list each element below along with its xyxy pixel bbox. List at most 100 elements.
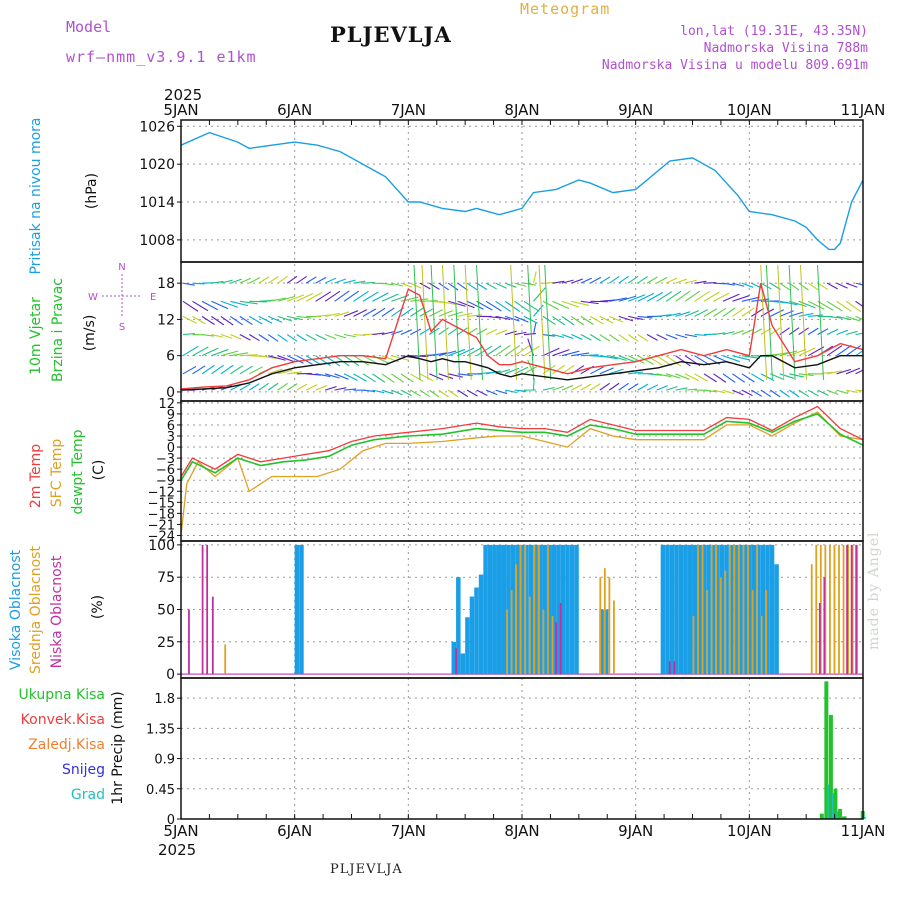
wind-arrow — [684, 388, 698, 391]
wind-arrow — [211, 300, 229, 310]
wind-arrow — [637, 315, 653, 319]
bottom-date-label: 7JAN — [391, 822, 426, 840]
dewpoint-line — [181, 412, 863, 481]
wind-arrow — [485, 389, 498, 396]
wind-arrow — [855, 369, 863, 375]
wind-arrow — [713, 389, 726, 394]
y-tick-label: 1008 — [139, 233, 175, 249]
y-tick-label: −21 — [148, 518, 175, 533]
high-cloud-bar — [674, 544, 679, 675]
wind-arrow — [267, 382, 279, 391]
wind-arrow — [400, 329, 413, 336]
wind-arrow — [457, 312, 473, 317]
wind-arrow — [590, 334, 601, 342]
high-cloud-bar — [501, 544, 507, 675]
wind-arrow — [343, 310, 359, 317]
wind-arrow — [353, 355, 370, 366]
wind-arrow — [826, 345, 843, 357]
wind-arrow — [419, 282, 431, 290]
wind-arrow — [400, 389, 412, 397]
wind-arrow — [249, 383, 260, 391]
wind-arrow — [675, 373, 690, 380]
wind-arrow — [798, 300, 816, 309]
wind-arrow — [381, 373, 395, 383]
model-version: wrf–nmm_v3.9.1 e1km — [66, 48, 257, 66]
wind-arrow — [230, 300, 248, 307]
wind-arrow — [239, 277, 251, 284]
y-tick-label: 6 — [167, 419, 175, 434]
high-cloud-bar — [747, 544, 752, 675]
y-tick-label: 9 — [167, 408, 175, 423]
wind-arrow — [590, 276, 602, 284]
wind-arrow — [296, 315, 312, 319]
compass-east: E — [150, 292, 156, 303]
wind-arrow — [703, 373, 717, 383]
wind-arrow — [779, 389, 790, 398]
wind-arrow — [571, 315, 585, 326]
high-cloud-bar — [556, 544, 561, 675]
wind-arrow — [769, 389, 781, 398]
wind-arrow — [421, 264, 429, 380]
wind-arrow — [192, 315, 206, 325]
wind-arrow — [751, 298, 770, 302]
wind-arrow — [277, 382, 288, 391]
wind-arrow — [258, 276, 270, 284]
wind-arrow — [684, 333, 697, 338]
wind-arrow — [646, 276, 658, 284]
wind-arrow — [732, 282, 745, 287]
wind-arrow — [457, 373, 473, 377]
wind-arrow — [410, 389, 421, 397]
wind-arrow — [798, 389, 810, 398]
wind-arrow — [457, 300, 475, 309]
wind-arrow — [457, 327, 468, 335]
wind-arrow — [419, 308, 434, 317]
temp-unit: (C) — [91, 460, 107, 481]
top-date-label: 10JAN — [727, 101, 772, 119]
wind-arrow — [608, 382, 620, 391]
wind-arrow — [552, 385, 564, 391]
wind-arrow — [608, 276, 620, 284]
high-cloud-bar — [483, 544, 488, 675]
wind-arrow — [438, 373, 454, 380]
wind-arrow — [580, 315, 594, 325]
temp-2m-line — [181, 405, 863, 477]
wind-arrow — [362, 373, 376, 383]
wind-arrow — [464, 264, 472, 380]
wind-arrow — [741, 373, 755, 383]
wind-arrow — [476, 389, 488, 396]
high-cloud-bar — [551, 544, 557, 675]
high-cloud-bar — [574, 544, 579, 675]
high-cloud-bar — [728, 544, 734, 675]
wind-arrow — [523, 282, 536, 286]
wind-arrow — [438, 327, 449, 335]
wind-arrow — [230, 352, 249, 357]
wind-arrow — [239, 383, 251, 391]
wind-arrow — [305, 334, 317, 341]
y-tick-label: 6 — [166, 349, 175, 365]
wind-arrow — [343, 355, 360, 367]
wind-arrow — [182, 345, 199, 357]
y-tick-label: 1014 — [139, 195, 175, 211]
wind-arrow — [609, 355, 627, 361]
wind-arrow — [277, 355, 295, 363]
y-tick-label: 25 — [157, 635, 175, 651]
wind-arrow — [324, 373, 340, 379]
wind-arrow — [836, 282, 848, 289]
wind-arrow — [532, 322, 537, 335]
wind-arrow — [315, 276, 327, 284]
high-cloud-bar — [599, 609, 604, 675]
wind-arrow — [324, 334, 337, 340]
wind-arrow — [343, 373, 358, 381]
high-cloud-bar — [515, 544, 520, 675]
wind-arrow — [514, 315, 529, 323]
wind-arrow — [855, 282, 863, 286]
wind-arrow — [713, 307, 727, 317]
high-cloud-bar — [733, 544, 738, 675]
sfc-temp-title: SFC Temp — [49, 439, 65, 508]
wind-arrow — [485, 282, 497, 290]
wind-arrow — [182, 315, 197, 324]
wind-arrow — [703, 291, 720, 302]
wind-arrow — [542, 386, 555, 391]
wind-arrow — [533, 287, 546, 302]
